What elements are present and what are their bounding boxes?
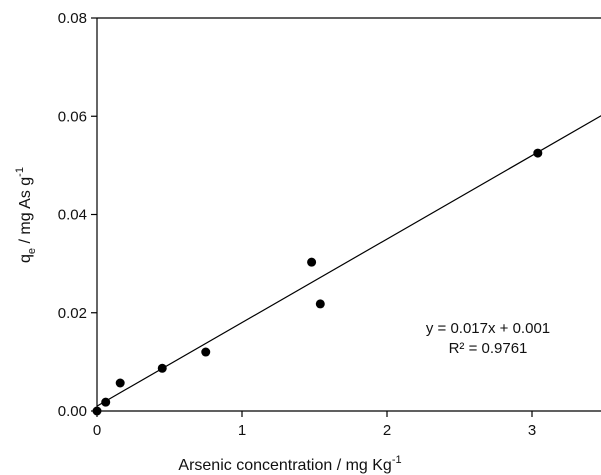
y-axis-label: qe / mg As g-1 [14, 167, 38, 263]
data-point [157, 363, 167, 373]
fit-line [96, 115, 601, 407]
x-tick-label: 3 [528, 422, 536, 439]
data-point [101, 397, 111, 407]
y-label-text: q [17, 254, 34, 263]
data-point [201, 347, 211, 357]
y-label-sub: e [26, 248, 38, 254]
y-tick-label: 0.08 [58, 10, 87, 27]
y-tick-label: 0.00 [58, 403, 87, 420]
y-tick-label: 0.04 [58, 207, 87, 224]
annotation: y = 0.017x + 0.001 [426, 320, 550, 337]
x-tick-label: 0 [93, 422, 101, 439]
x-tick-label: 2 [383, 422, 391, 439]
data-point [92, 406, 102, 416]
data-point [115, 378, 125, 388]
data-point [315, 299, 325, 309]
annotation: R² = 0.9761 [449, 340, 528, 357]
y-tick-label: 0.06 [58, 108, 87, 125]
x-tick-label: 1 [238, 422, 246, 439]
y-label-sup: -1 [14, 167, 26, 177]
data-point [307, 257, 317, 267]
data-point [533, 148, 543, 158]
x-axis-label: Arsenic concentration / mg Kg-1 [178, 454, 401, 474]
y-label-rest: / mg As g [17, 177, 34, 248]
y-tick-label: 0.02 [58, 305, 87, 322]
x-label-text: Arsenic concentration / mg Kg [178, 457, 391, 474]
x-label-sup: -1 [392, 454, 402, 466]
